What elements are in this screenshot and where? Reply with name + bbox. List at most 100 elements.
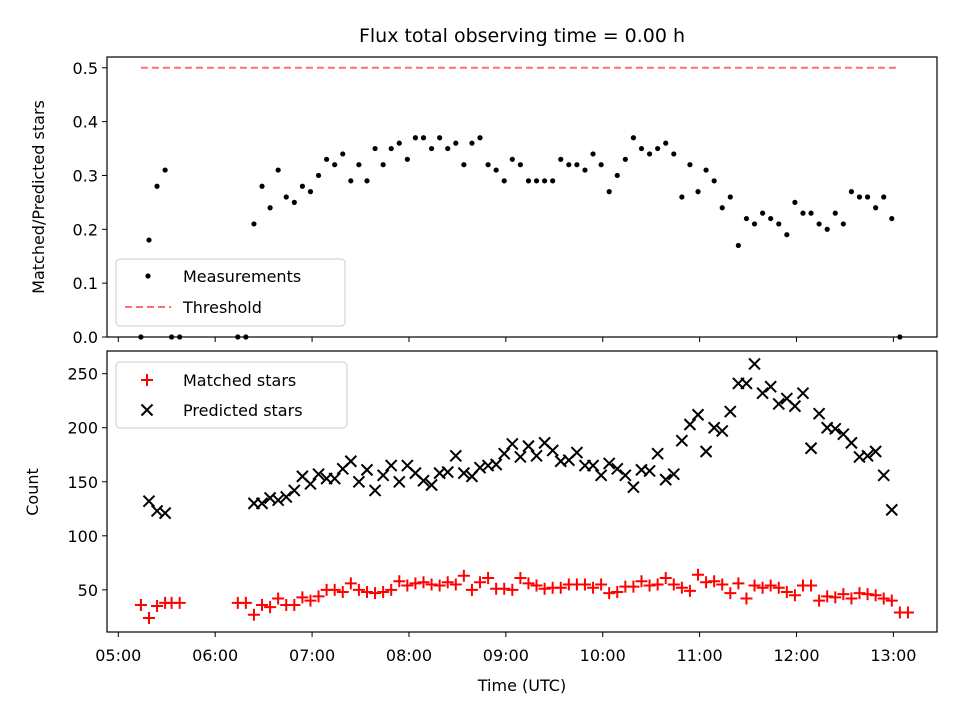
- matched-star-point: [304, 594, 317, 607]
- matched-star-point: [352, 583, 365, 596]
- matched-star-point: [336, 586, 349, 599]
- bottom-y-tick-label: 150: [67, 473, 98, 492]
- predicted-star-point: [522, 439, 535, 453]
- matched-star-point: [173, 596, 186, 609]
- measurement-point: [840, 221, 846, 227]
- measurement-point: [646, 151, 653, 157]
- top-y-tick-label: 0.2: [73, 220, 98, 239]
- measurement-point: [590, 151, 596, 157]
- bottom-y-tick-label: 50: [78, 581, 98, 600]
- matched-star-point: [417, 576, 430, 589]
- measurement-point: [711, 178, 717, 184]
- predicted-star-point: [271, 493, 285, 507]
- matched-star-point: [506, 583, 519, 596]
- measurement-point: [501, 178, 507, 184]
- predicted-star-point: [384, 459, 398, 472]
- predicted-star-point: [699, 445, 713, 458]
- top-panel: 0.0 0.1 0.2 0.3 0.4 0.5 Measurements Threshold: [73, 56, 938, 347]
- measurement-point: [485, 162, 491, 168]
- matched-star-point: [837, 588, 850, 601]
- predicted-star-point: [877, 469, 890, 482]
- measurement-point: [445, 145, 451, 152]
- matched-star-point: [385, 583, 398, 596]
- matched-star-point: [716, 578, 729, 591]
- bottom-panel: 50 100 150 200 250 05:00 06:00 07:00 08:00 09:00 1…: [67, 350, 938, 665]
- measurement-point: [291, 199, 297, 205]
- legend-matched-label: Matched stars: [183, 371, 296, 390]
- matched-star-point: [635, 575, 648, 588]
- matched-star-point: [772, 581, 785, 594]
- predicted-star-point: [643, 464, 656, 478]
- predicted-star-point: [667, 468, 680, 481]
- matched-star-point: [409, 577, 422, 590]
- measurement-point: [881, 194, 887, 200]
- measurement-point: [162, 167, 168, 173]
- measurement-point: [420, 135, 427, 141]
- matched-star-point: [821, 590, 834, 603]
- predicted-star-point: [716, 424, 729, 438]
- measurement-point: [453, 140, 459, 146]
- measurement-point: [808, 210, 814, 216]
- measurement-point: [614, 172, 620, 179]
- predicted-star-point: [602, 457, 616, 470]
- measurement-point: [864, 194, 871, 200]
- measurement-point: [517, 162, 523, 168]
- top-plot-frame: [106, 56, 938, 338]
- legend-matched-marker: [141, 374, 153, 386]
- predicted-star-point: [158, 506, 172, 520]
- x-axis-title: Time (UTC): [477, 676, 566, 695]
- measurement-point: [550, 178, 556, 184]
- measurement-point: [299, 183, 305, 189]
- measurement-point: [461, 162, 467, 168]
- measurement-point: [469, 140, 475, 146]
- legend-predicted-label: Predicted stars: [183, 401, 303, 420]
- matched-star-point: [312, 590, 325, 603]
- predicted-star-point: [756, 386, 769, 400]
- x-tick-label: 06:00: [192, 646, 238, 665]
- bottom-y-tick-label: 200: [67, 419, 98, 438]
- matched-star-point: [457, 569, 470, 582]
- predicted-star-point: [740, 377, 753, 390]
- matched-star-point: [256, 598, 269, 611]
- measurement-point: [404, 156, 410, 162]
- measurement-point: [380, 162, 386, 168]
- matched-star-point: [538, 582, 551, 595]
- measurement-point: [509, 156, 515, 162]
- measurement-point: [558, 156, 564, 162]
- measurement-point: [251, 221, 257, 227]
- predicted-star-point: [506, 437, 519, 451]
- predicted-star-point: [142, 495, 156, 508]
- predicted-star-point: [869, 445, 882, 458]
- predicted-star-point: [707, 421, 721, 434]
- measurement-point: [703, 167, 709, 173]
- predicted-star-point: [417, 474, 430, 487]
- matched-star-point: [708, 575, 721, 588]
- matched-star-point: [239, 596, 252, 609]
- measurement-point: [695, 189, 701, 195]
- legend-threshold-label: Threshold: [182, 298, 262, 317]
- predicted-star-point: [651, 447, 664, 460]
- predicted-star-point: [627, 480, 640, 494]
- measurement-point: [525, 178, 532, 184]
- predicted-star-point: [885, 503, 898, 517]
- matched-star-point: [142, 611, 155, 624]
- matched-star-point: [692, 568, 705, 581]
- measurement-point: [889, 215, 895, 222]
- matched-star-point: [328, 583, 341, 596]
- measurement-point: [638, 145, 645, 152]
- legend-measurements-label: Measurements: [183, 267, 301, 286]
- matched-star-point: [377, 586, 390, 599]
- measurement-point: [816, 221, 822, 227]
- bottom-y-tick-label: 100: [67, 527, 98, 546]
- predicted-star-point: [288, 484, 301, 497]
- predicted-star-point: [772, 397, 785, 411]
- measurement-point: [760, 210, 766, 216]
- x-tick-label: 10:00: [580, 646, 626, 665]
- matched-star-point: [498, 582, 511, 595]
- measurement-point: [784, 232, 790, 238]
- matched-star-point: [877, 592, 890, 605]
- matched-star-point: [474, 576, 487, 589]
- top-y-tick-label: 0.1: [73, 274, 98, 293]
- predicted-star-point: [861, 449, 874, 463]
- chart-title: Flux total observing time = 0.00 h: [359, 25, 685, 47]
